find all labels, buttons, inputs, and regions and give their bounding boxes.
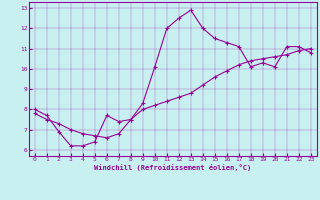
X-axis label: Windchill (Refroidissement éolien,°C): Windchill (Refroidissement éolien,°C) bbox=[94, 164, 252, 171]
